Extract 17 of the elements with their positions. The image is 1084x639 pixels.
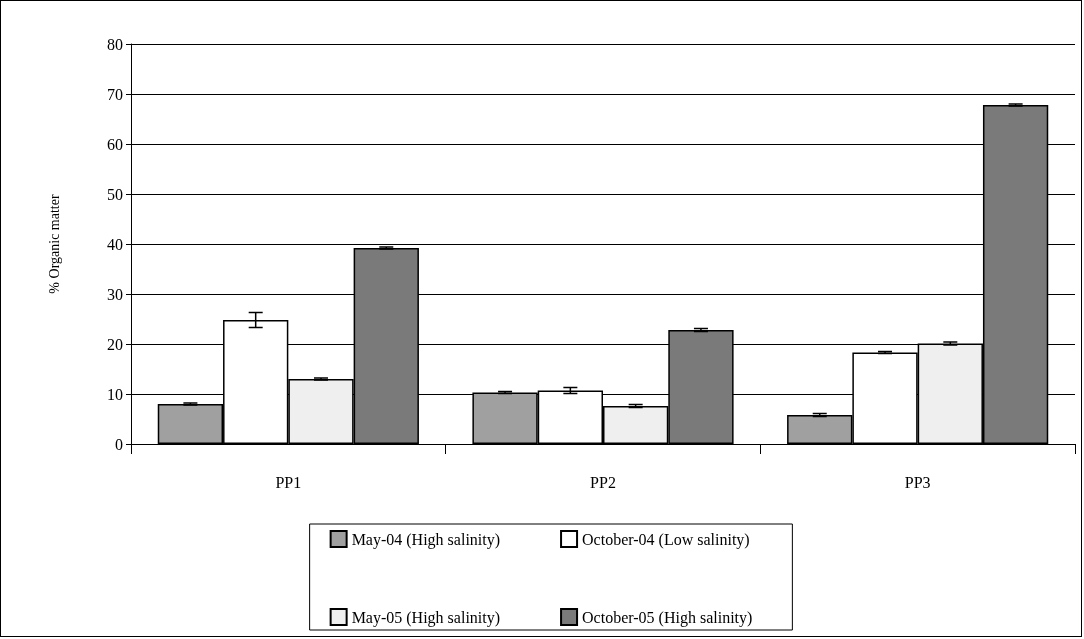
x-tick-label: PP2 <box>590 473 616 491</box>
y-tick-label: 70 <box>107 85 123 103</box>
y-tick-label: 20 <box>107 335 123 353</box>
x-tick-label: PP3 <box>904 473 931 491</box>
y-tick-label: 0 <box>115 435 123 453</box>
legend-label: October-04 (Low salinity) <box>582 530 750 549</box>
y-tick-label: 80 <box>107 35 123 53</box>
y-tick-label: 30 <box>107 285 123 303</box>
legend-label: May-04 (High salinity) <box>351 530 501 549</box>
y-tick-label: 60 <box>107 135 123 153</box>
y-tick-label: 50 <box>107 185 123 203</box>
y-tick-label: 40 <box>107 235 123 253</box>
legend-label: May-05 (High salinity) <box>351 608 501 627</box>
y-tick-label: 10 <box>107 385 123 403</box>
x-tick-label: PP1 <box>275 473 302 491</box>
legend-label: October-05 (High salinity) <box>582 608 753 627</box>
y-axis-title: % Organic matter <box>46 194 62 294</box>
